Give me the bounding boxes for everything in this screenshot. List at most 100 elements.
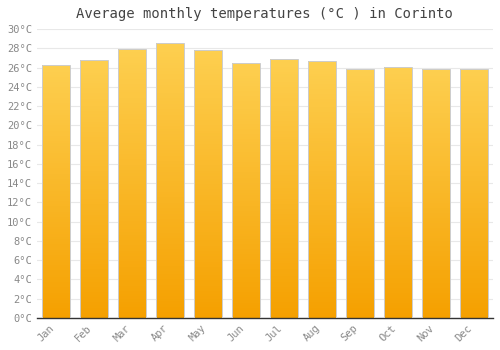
Bar xyxy=(308,92,336,94)
Bar xyxy=(346,118,374,121)
Bar xyxy=(270,227,297,230)
Bar xyxy=(308,238,336,241)
Bar xyxy=(194,157,222,160)
Bar xyxy=(232,188,260,190)
Bar xyxy=(422,228,450,231)
Bar xyxy=(232,239,260,241)
Bar xyxy=(156,43,184,46)
Bar xyxy=(460,89,487,91)
Bar xyxy=(118,141,146,143)
Bar xyxy=(270,206,297,209)
Bar xyxy=(118,307,146,310)
Bar xyxy=(42,194,70,196)
Bar xyxy=(118,108,146,111)
Bar xyxy=(80,142,108,145)
Bar xyxy=(232,185,260,188)
Bar xyxy=(80,264,108,266)
Bar xyxy=(80,168,108,171)
Bar xyxy=(156,57,184,60)
Bar xyxy=(156,126,184,128)
Bar xyxy=(232,98,260,101)
Bar xyxy=(384,155,411,157)
Bar xyxy=(346,283,374,286)
Bar xyxy=(118,299,146,302)
Bar xyxy=(270,302,297,305)
Bar xyxy=(270,186,297,188)
Bar xyxy=(384,217,411,220)
Bar xyxy=(422,313,450,315)
Bar xyxy=(346,148,374,151)
Bar xyxy=(42,232,70,234)
Bar xyxy=(232,96,260,98)
Bar xyxy=(232,290,260,292)
Bar xyxy=(384,202,411,205)
Bar xyxy=(384,270,411,273)
Bar xyxy=(346,263,374,266)
Bar xyxy=(384,230,411,232)
Bar xyxy=(42,310,70,313)
Bar xyxy=(460,116,487,118)
Bar xyxy=(384,66,411,318)
Bar xyxy=(346,280,374,283)
Bar xyxy=(42,287,70,290)
Bar xyxy=(460,144,487,146)
Bar xyxy=(156,304,184,307)
Bar xyxy=(270,230,297,232)
Bar xyxy=(308,156,336,159)
Bar xyxy=(346,203,374,206)
Bar xyxy=(384,124,411,127)
Bar xyxy=(308,266,336,269)
Bar xyxy=(194,61,222,64)
Bar xyxy=(194,187,222,189)
Bar xyxy=(270,72,297,75)
Bar xyxy=(270,256,297,258)
Bar xyxy=(232,65,260,68)
Bar xyxy=(80,289,108,292)
Bar xyxy=(460,193,487,196)
Bar xyxy=(270,111,297,113)
Bar xyxy=(194,122,222,125)
Bar xyxy=(156,260,184,263)
Bar xyxy=(346,306,374,308)
Bar xyxy=(156,290,184,293)
Bar xyxy=(194,197,222,200)
Bar xyxy=(232,280,260,282)
Bar xyxy=(384,265,411,268)
Bar xyxy=(460,156,487,158)
Bar xyxy=(384,310,411,313)
Bar xyxy=(460,306,487,308)
Bar xyxy=(42,250,70,252)
Bar xyxy=(42,272,70,275)
Bar xyxy=(232,236,260,239)
Bar xyxy=(308,243,336,246)
Bar xyxy=(232,152,260,155)
Bar xyxy=(118,82,146,84)
Bar xyxy=(80,238,108,240)
Bar xyxy=(232,205,260,208)
Bar xyxy=(346,300,374,303)
Bar xyxy=(422,104,450,106)
Bar xyxy=(42,161,70,163)
Bar xyxy=(270,258,297,261)
Bar xyxy=(308,300,336,302)
Bar xyxy=(118,149,146,151)
Bar xyxy=(384,285,411,288)
Bar xyxy=(346,111,374,113)
Bar xyxy=(118,286,146,288)
Bar xyxy=(346,238,374,240)
Bar xyxy=(270,225,297,227)
Bar xyxy=(346,176,374,178)
Bar xyxy=(270,315,297,318)
Bar xyxy=(118,175,146,178)
Bar xyxy=(232,223,260,226)
Bar xyxy=(308,146,336,148)
Bar xyxy=(308,120,336,122)
Bar xyxy=(346,313,374,315)
Bar xyxy=(156,88,184,90)
Bar xyxy=(194,262,222,264)
Bar xyxy=(118,232,146,234)
Bar xyxy=(460,263,487,266)
Bar xyxy=(422,173,450,176)
Bar xyxy=(270,222,297,225)
Bar xyxy=(42,67,70,70)
